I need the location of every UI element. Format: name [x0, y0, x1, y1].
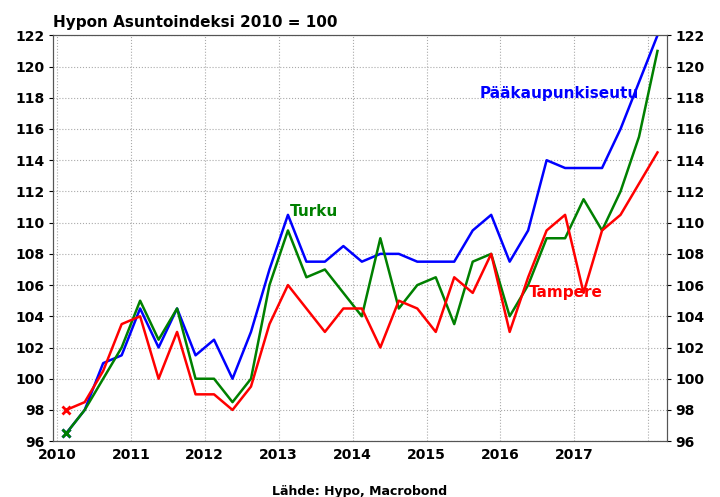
Text: Tampere: Tampere: [528, 285, 603, 300]
Text: Turku: Turku: [289, 204, 338, 219]
Text: Pääkaupunkiseutu: Pääkaupunkiseutu: [480, 86, 639, 101]
Text: Hypon Asuntoindeksi 2010 = 100: Hypon Asuntoindeksi 2010 = 100: [53, 15, 338, 30]
Text: Lähde: Hypo, Macrobond: Lähde: Hypo, Macrobond: [272, 485, 448, 497]
